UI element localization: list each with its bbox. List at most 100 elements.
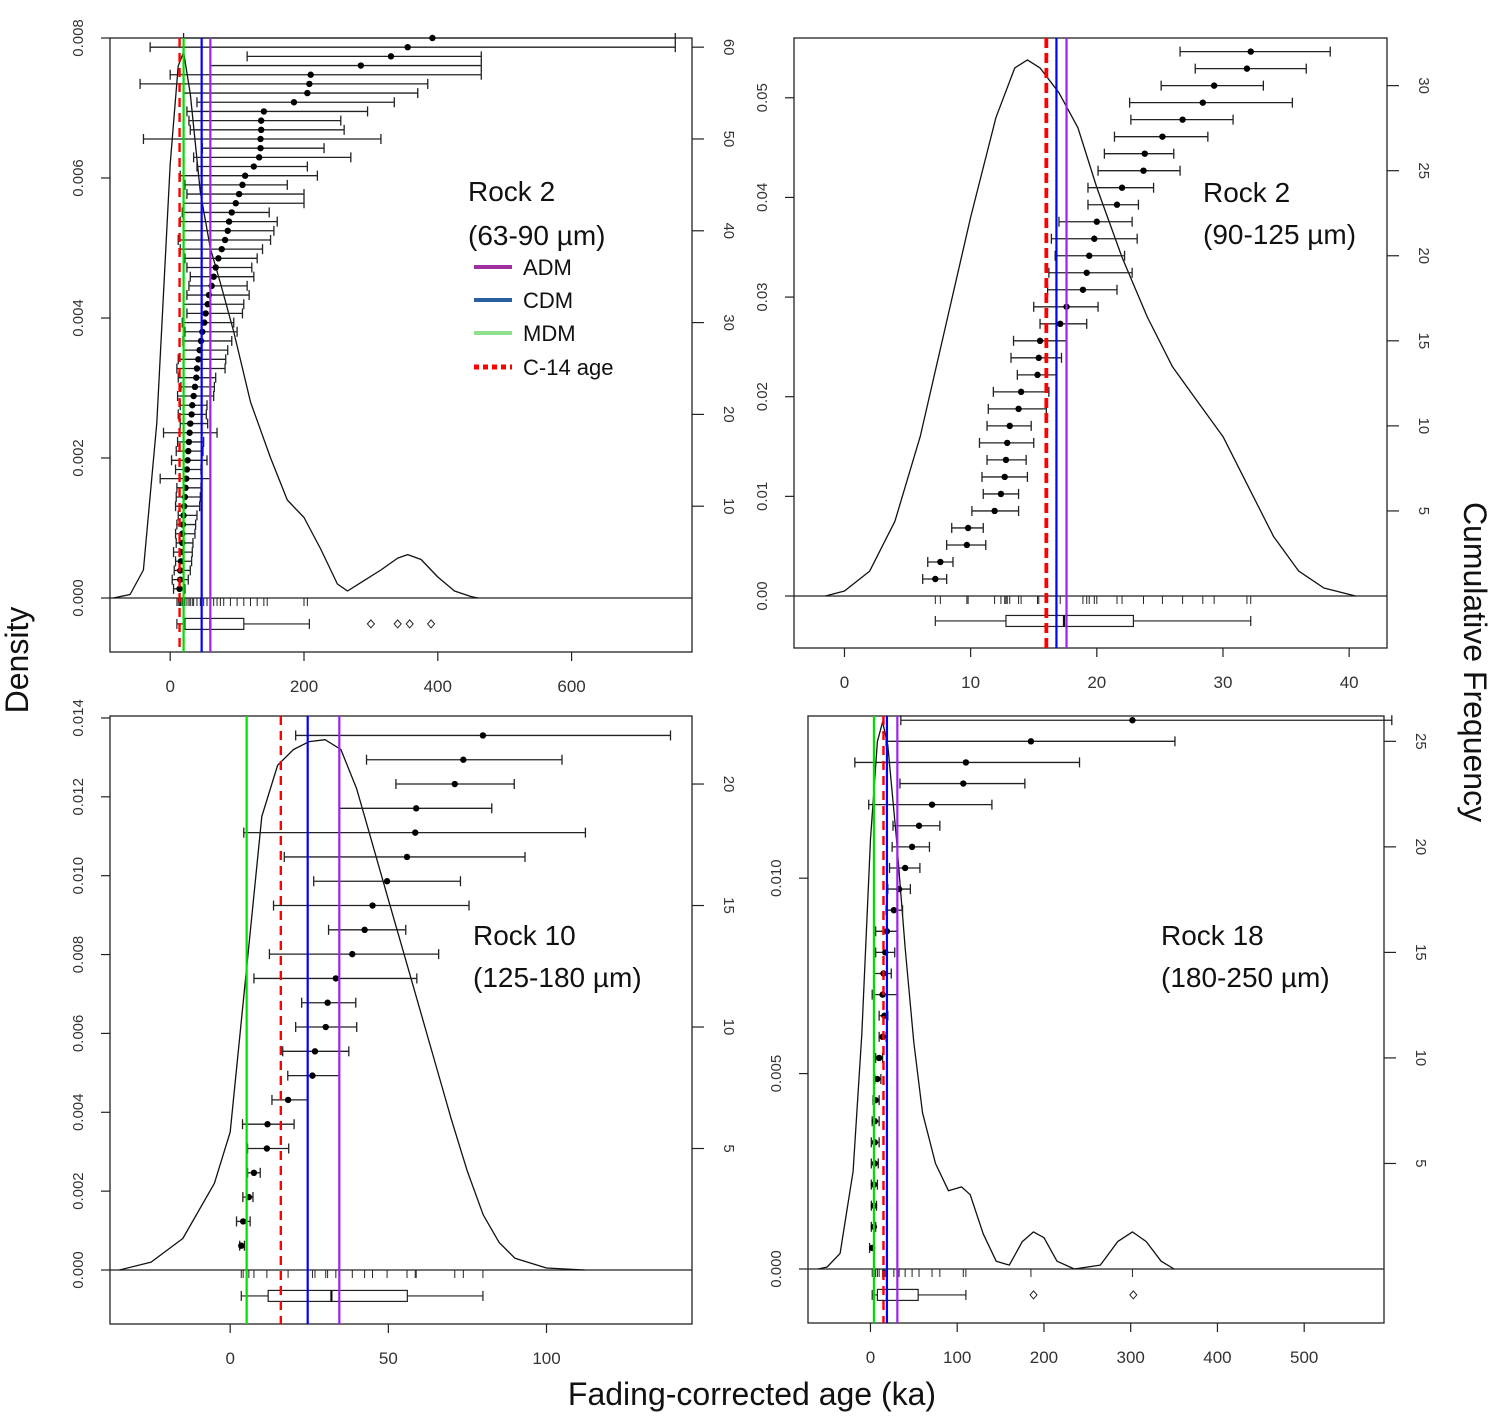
x-tick-label: 30 [1214, 673, 1233, 692]
legend-title-line1: Rock 2 [468, 176, 555, 207]
cum-tick-label: 20 [720, 406, 737, 423]
panels-group: 0 200 400 6000.0000.0020.0040.0060.00810203… [70, 19, 1432, 1368]
data-point [890, 906, 898, 914]
data-point [241, 172, 249, 179]
data-point [255, 154, 263, 161]
data-point [991, 507, 998, 515]
data-point [189, 402, 196, 409]
panel-rock10-125-180: 0 50 100 0.000 0.002 0.004 0.006 0.008 0.010 0.01… [70, 699, 737, 1368]
cum-tick-label: 30 [720, 314, 737, 331]
data-point [193, 365, 201, 372]
data-point [250, 1169, 258, 1177]
x-tick-label: 300 [1117, 1348, 1145, 1367]
data-point [184, 457, 191, 464]
data-point [311, 1048, 319, 1055]
box-outlier [1029, 1290, 1038, 1300]
data-point [187, 420, 194, 427]
data-point [1015, 405, 1022, 413]
data-point [1057, 320, 1064, 328]
y-tick-label: 0.008 [70, 936, 87, 974]
data-point [1017, 388, 1025, 396]
data-point [212, 264, 219, 271]
cum-tick-label: 5 [1415, 507, 1432, 515]
legend-title-line2: (63-90 µm) [468, 220, 606, 251]
data-point [186, 429, 193, 436]
density-curve [825, 59, 1356, 597]
x-tick-label: 400 [1203, 1348, 1231, 1367]
data-point [191, 383, 199, 391]
data-point [306, 80, 313, 88]
data-point [1140, 167, 1147, 174]
data-point [915, 822, 923, 829]
data-point [183, 466, 191, 473]
y-tick-label: 0.00 [754, 581, 771, 610]
cum-tick-label: 5 [1412, 1159, 1429, 1167]
data-point [1079, 286, 1087, 293]
data-point [1118, 184, 1126, 191]
y-tick-label: 0.005 [768, 1055, 785, 1093]
y-tick-label: 0.010 [70, 857, 87, 895]
y-tick-label: 0.006 [70, 159, 87, 197]
density-curve [119, 739, 585, 1271]
data-point [193, 374, 200, 381]
data-point [1210, 82, 1218, 89]
data-point [239, 181, 246, 189]
data-point [1002, 456, 1010, 464]
y-tick-label: 0.006 [70, 1015, 87, 1053]
panel-rock2-63-90: 0 200 400 600 0.000 0.002 0.004 0.006 0.008 10 20 3… [70, 19, 737, 696]
data-point [361, 926, 368, 934]
cum-tick-label: 20 [1412, 839, 1429, 856]
y-axis-title-cumulative-frequency: Cumulative Frequency [1457, 502, 1491, 822]
box-outlier [426, 619, 436, 629]
x-axis-title: Fading-corrected age (ka) [568, 1376, 936, 1412]
y-tick-label: 0.000 [70, 579, 87, 617]
x-tick-label: 0 [225, 1349, 234, 1368]
data-point [451, 780, 458, 788]
cum-tick-label: 15 [720, 897, 737, 914]
cum-tick-label: 10 [1415, 418, 1432, 435]
data-point [264, 1121, 271, 1128]
data-point [257, 117, 265, 124]
x-tick-label: 500 [1290, 1348, 1318, 1367]
legend-label-c14: C-14 age [523, 355, 614, 380]
data-point [1093, 218, 1101, 225]
data-point [239, 1218, 247, 1225]
panel-rock18-180-250: 0 100 200 300 400 500 0.000 0.005 0.010 5 10 15 20 25… [768, 715, 1429, 1367]
data-point [188, 411, 195, 418]
panel-rock2-90-125: 0 10 20 30 40 0.00 0.01 0.02 0.03 0.04 0.05 5 10 15 20… [754, 37, 1432, 692]
y-axis-title-density: Density [0, 607, 35, 714]
box-iqr [267, 1289, 408, 1303]
y-tick-label: 0.004 [70, 1094, 87, 1132]
data-point [304, 89, 311, 97]
data-point [383, 878, 391, 885]
data-point [429, 34, 436, 42]
data-point [1004, 439, 1011, 447]
data-point [963, 541, 971, 549]
data-point [260, 108, 268, 115]
data-point [1141, 150, 1148, 157]
y-tick-label: 0.03 [754, 282, 771, 311]
x-tick-label: 200 [290, 677, 318, 696]
data-point [224, 227, 231, 234]
data-point [257, 126, 265, 134]
y-tick-label: 0.000 [70, 1251, 87, 1289]
data-point [964, 524, 972, 532]
x-tick-label: 600 [557, 677, 585, 696]
data-point [225, 218, 233, 225]
panel-title-line2: (125-180 µm) [473, 962, 642, 993]
cum-tick-label: 10 [720, 498, 737, 515]
data-point [928, 801, 936, 808]
data-point [221, 236, 229, 244]
data-point [218, 245, 225, 253]
data-point [1199, 99, 1206, 106]
cum-tick-label: 15 [1415, 332, 1432, 349]
box-outlier [393, 619, 402, 629]
data-point [210, 273, 217, 280]
box-outlier [1129, 1290, 1138, 1300]
data-point [404, 43, 411, 51]
data-point [1243, 65, 1251, 72]
data-point [185, 447, 192, 455]
y-tick-label: 0.02 [754, 382, 771, 411]
cum-tick-label: 30 [1415, 77, 1432, 94]
